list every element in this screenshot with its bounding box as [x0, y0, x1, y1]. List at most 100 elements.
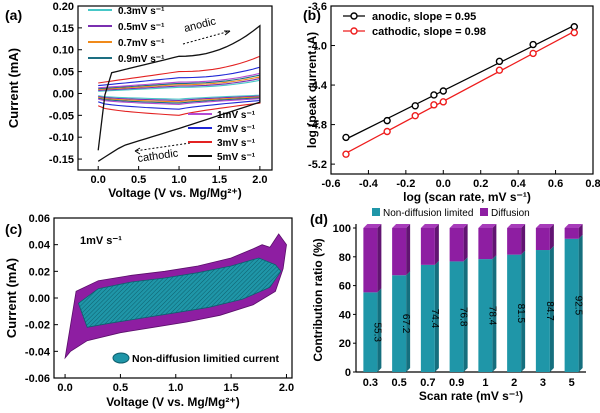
panel-c-ytick-label: -0.02: [25, 320, 50, 332]
panel-b-ytick-label: -5.2: [308, 159, 327, 171]
bar-side-nondiff: [492, 255, 497, 372]
legend-label: Non-diffusion limited: [383, 208, 473, 219]
panel-d: (d) 0 20 40 60 80 100 Scan rate (mV s⁻¹) Contrib…: [310, 208, 586, 403]
panel-c-frame: [53, 217, 293, 379]
panel-d-ytick-label: 80: [339, 252, 351, 264]
panel-d-xtick-label: 0.3: [363, 377, 378, 389]
panel-a-ytick-label: 0.15: [53, 23, 74, 35]
legend-swatch: [372, 208, 380, 216]
bar-diff-0.9: [449, 228, 464, 262]
bar-nondiff-0.5: [392, 275, 407, 372]
bar-side-diff: [406, 224, 411, 276]
legend-label: 2mV s⁻¹: [217, 124, 256, 135]
bar-diff-0.5: [392, 228, 407, 276]
point-cathodic: [411, 111, 419, 120]
panel-c-xtick-label: 0.5: [113, 382, 128, 394]
point-cathodic: [570, 28, 578, 37]
panel-c-xtick-label: 1.0: [168, 382, 183, 394]
panel-c-xtick-label: 0.0: [57, 382, 72, 394]
panel-a-ytick-label: -0.05: [49, 110, 74, 122]
bar-side-nondiff: [549, 246, 554, 372]
panel-d-label: (d): [310, 211, 328, 227]
bar-top: [363, 224, 382, 228]
panel-b-xtick-label: 0.8: [585, 178, 600, 190]
panel-b-xtick-label: 0.6: [548, 178, 563, 190]
bar-value-label: 78.4: [486, 306, 497, 326]
legend-label: 0.5mV s⁻¹: [118, 22, 165, 33]
bar-side-diff: [434, 224, 439, 265]
point-cathodic: [430, 101, 438, 109]
bar-diff-0.7: [420, 228, 435, 265]
bar-diff-0.3: [363, 228, 378, 293]
bar-nondiff-5: [564, 238, 579, 372]
panel-a-xtick-label: 0.0: [91, 174, 106, 186]
bar-side-diff: [463, 224, 468, 262]
bar-top: [449, 224, 468, 228]
panel-d-ytick-label: 60: [339, 281, 351, 293]
legend-swatch: [112, 352, 130, 364]
point-anodic: [439, 87, 447, 95]
point-anodic: [529, 40, 537, 49]
panel-c-xtick-label: 1.5: [223, 382, 238, 394]
bar-top: [478, 224, 497, 228]
legend-label: 0.7mV s⁻¹: [118, 38, 165, 49]
bar-nondiff-0.7: [420, 264, 435, 372]
panel-d-xtick-label: 2: [511, 377, 517, 389]
legend-label: cathodic, slope = 0.98: [372, 26, 486, 38]
bar-nondiff-3: [535, 250, 550, 372]
legend-swatch: [480, 208, 488, 216]
bar-side-diff: [549, 224, 554, 251]
bar-diff-3: [535, 228, 550, 251]
bar-top: [564, 224, 583, 228]
panel-c-ytick-label: -0.06: [25, 373, 50, 385]
panel-c-xtick-label: 2.0: [279, 382, 294, 394]
bar-value-label: 81.5: [515, 304, 526, 324]
panel-a-ytick-label: 0.20: [53, 1, 74, 13]
legend-label: 5mV s⁻¹: [217, 152, 256, 163]
panel-b-xlabel: log (scan rate, mV s⁻¹): [403, 190, 531, 204]
panel-b: (b) -5.2 -4.8 -4.4 -4.0 -3.6 -0.6 -0.4 -0.2 0.0 0.…: [303, 1, 600, 204]
panel-a-frame: [77, 5, 273, 171]
bar-top: [392, 224, 411, 228]
panel-c-ylabel: Current (mA): [4, 258, 19, 338]
legend-label: 0.3mV s⁻¹: [118, 6, 165, 17]
panel-b-xtick-label: 0.2: [473, 178, 488, 190]
bar-value-label: 76.8: [458, 307, 469, 327]
fit-line-cathodic: [345, 30, 575, 154]
panel-c-ytick-label: 0.06: [29, 213, 50, 225]
panel-a-xtick-label: 2.0: [252, 174, 267, 186]
panel-a-xlabel: Voltage (V vs. Mg/Mg²⁺): [108, 186, 241, 200]
panel-c-xlabel: Voltage (V vs. Mg/Mg²⁺): [106, 395, 239, 409]
panel-a-ytick-label: -0.10: [49, 132, 74, 144]
point-cathodic: [529, 49, 537, 58]
bar-side-nondiff: [578, 234, 583, 372]
panel-b-ytick-label: -4.8: [308, 120, 327, 132]
legend-label: Diffusion: [491, 208, 530, 219]
point-anodic: [430, 91, 438, 99]
bar-side-nondiff: [377, 288, 382, 372]
panel-a-cathodic-label: cathodic: [137, 147, 180, 165]
panel-d-xtick-label: 5: [569, 377, 575, 389]
panel-a-xtick-label: 1.0: [171, 174, 186, 186]
panel-d-xtick-label: 3: [540, 377, 546, 389]
panel-c-scanrate: 1mV s⁻¹: [80, 235, 122, 247]
panel-d-xtick-label: 0.9: [449, 377, 464, 389]
bar-top: [535, 224, 554, 228]
panel-b-ytick-label: -4.0: [308, 41, 327, 53]
legend-label: Non-diffusion limitied current: [132, 353, 279, 365]
bar-value-label: 74.4: [429, 309, 440, 329]
bar-nondiff-0.3: [363, 292, 378, 372]
bar-side-diff: [377, 224, 382, 293]
bar-side-diff: [492, 224, 497, 260]
legend-marker: [350, 27, 358, 35]
point-anodic: [570, 23, 578, 31]
panel-b-xtick-label: 0.4: [510, 178, 526, 190]
bar-side-nondiff: [521, 250, 526, 372]
legend-label: anodic, slope = 0.95: [372, 11, 476, 23]
bar-value-label: 84.7: [544, 301, 555, 321]
panel-a-label: (a): [5, 7, 22, 23]
bar-nondiff-0.9: [449, 261, 464, 372]
bar-nondiff-2: [507, 254, 522, 372]
legend-label: 3mV s⁻¹: [217, 138, 256, 149]
